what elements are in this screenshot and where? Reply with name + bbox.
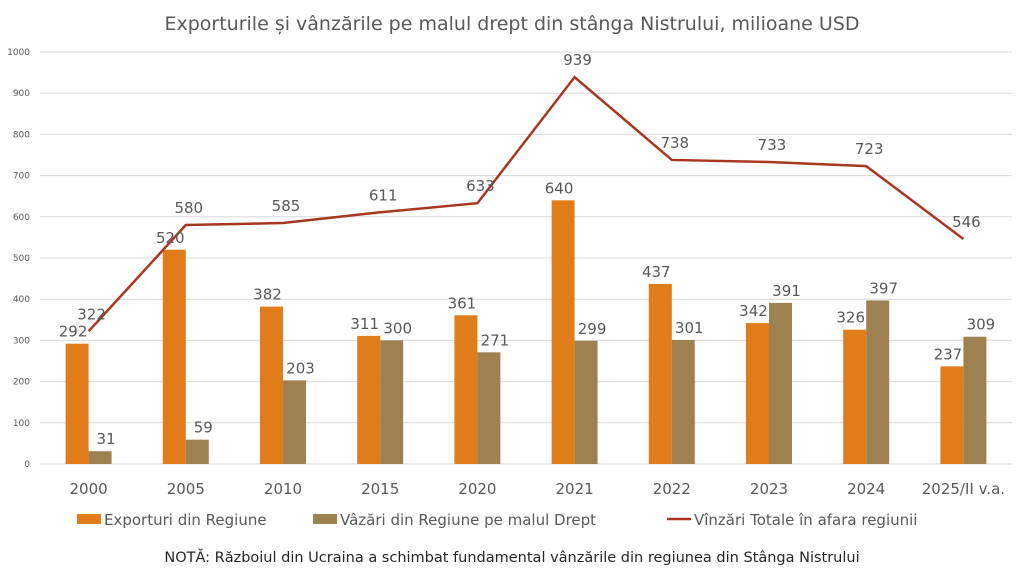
line-data-label: 939: [563, 51, 592, 69]
y-tick-label: 200: [13, 378, 30, 388]
legend-marker: [77, 514, 101, 524]
chart-note: NOTĂ: Războiul din Ucraina a schimbat fu…: [164, 548, 859, 566]
gridlines: [40, 51, 1012, 465]
data-label: 299: [578, 320, 607, 338]
x-tick-label: 2010: [264, 480, 302, 498]
bar-exports: [940, 366, 964, 464]
x-tick-label: 2023: [750, 480, 788, 498]
x-tick-label: 2021: [556, 480, 594, 498]
y-tick-label: 600: [13, 213, 30, 223]
data-label: 237: [934, 345, 963, 363]
y-tick-label: 700: [13, 172, 30, 182]
bars: [65, 200, 987, 464]
bar-exports: [65, 343, 89, 464]
data-label: 31: [97, 430, 116, 448]
legend-label: Vâzări din Regiune pe malul Drept: [340, 511, 596, 529]
x-axis-ticks: 2000 2005 2010 2015 2020 2021 2022 2023 2024 2025…: [70, 480, 1006, 498]
legend-marker: [313, 514, 337, 524]
bar-exports: [162, 249, 186, 464]
legend-label: Exporturi din Regiune: [104, 511, 267, 529]
bar-exports: [843, 329, 867, 464]
y-tick-label: 300: [13, 336, 30, 346]
data-label: 640: [545, 179, 574, 197]
bar-right-bank-sales: [477, 352, 501, 464]
bar-exports: [454, 315, 478, 464]
y-tick-label: 400: [13, 295, 30, 305]
data-label: 520: [156, 229, 185, 247]
bar-exports: [357, 335, 381, 464]
line-data-label: 546: [952, 213, 981, 231]
x-tick-label: 2000: [70, 480, 108, 498]
y-tick-label: 500: [13, 254, 30, 264]
line-total-sales: [87, 75, 965, 333]
data-label: 311: [350, 315, 379, 333]
data-label: 271: [481, 331, 510, 349]
bar-exports: [648, 283, 672, 464]
bar-exports: [551, 200, 575, 464]
x-tick-label: 2024: [847, 480, 885, 498]
bar-right-bank-sales: [769, 302, 792, 464]
y-tick-label: 900: [13, 89, 30, 99]
data-label: 309: [967, 316, 996, 334]
data-label: 292: [59, 323, 88, 341]
data-label: 437: [642, 263, 671, 281]
y-tick-label: 100: [13, 419, 30, 429]
line-data-label: 580: [174, 199, 203, 217]
data-label: 382: [253, 286, 282, 304]
bar-right-bank-sales: [671, 339, 695, 464]
x-tick-label: 2022: [653, 480, 691, 498]
line-data-label: 322: [77, 305, 106, 323]
data-labels: 292 520 382 311 361 640 437 342 326 237 31 59 203 300…: [59, 51, 995, 448]
legend: Exporturi din Regiune Vâzări din Regiune …: [77, 511, 917, 529]
y-tick-label: 1000: [7, 48, 30, 58]
data-label: 361: [448, 294, 477, 312]
line-series: [87, 75, 965, 333]
bar-exports: [746, 323, 769, 464]
data-label: 342: [739, 302, 768, 320]
chart-title: Exporturile și vânzările pe malul drept …: [164, 13, 859, 35]
data-label: 397: [869, 279, 898, 297]
bar-right-bank-sales: [963, 336, 987, 464]
line-data-label: 723: [855, 140, 884, 158]
data-label: 301: [675, 319, 704, 337]
data-label: 203: [286, 359, 315, 377]
y-axis-ticks: 0 100 200 300 400 500 600 700 800 900 1000: [7, 48, 30, 470]
x-tick-label: 2025/II v.a.: [922, 480, 1005, 498]
data-label: 326: [836, 309, 865, 327]
data-label: 300: [383, 319, 412, 337]
bar-right-bank-sales: [574, 340, 598, 464]
bar-right-bank-sales: [380, 340, 404, 464]
x-tick-label: 2005: [167, 480, 205, 498]
bar-right-bank-sales: [185, 439, 209, 464]
legend-label: Vînzări Totale în afara regiunii: [694, 511, 917, 529]
y-tick-label: 800: [13, 130, 30, 140]
y-tick-label: 0: [24, 460, 30, 470]
line-data-label: 611: [369, 186, 398, 204]
data-label: 391: [772, 282, 801, 300]
line-data-label: 585: [272, 197, 301, 215]
bar-right-bank-sales: [866, 300, 890, 464]
bar-right-bank-sales: [283, 380, 306, 464]
x-tick-label: 2020: [458, 480, 496, 498]
line-data-label: 733: [758, 136, 787, 154]
bar-exports: [260, 306, 283, 464]
x-tick-label: 2015: [361, 480, 399, 498]
line-data-label: 738: [660, 134, 689, 152]
line-data-label: 633: [466, 177, 495, 195]
bar-right-bank-sales: [88, 451, 112, 464]
data-label: 59: [194, 419, 213, 437]
